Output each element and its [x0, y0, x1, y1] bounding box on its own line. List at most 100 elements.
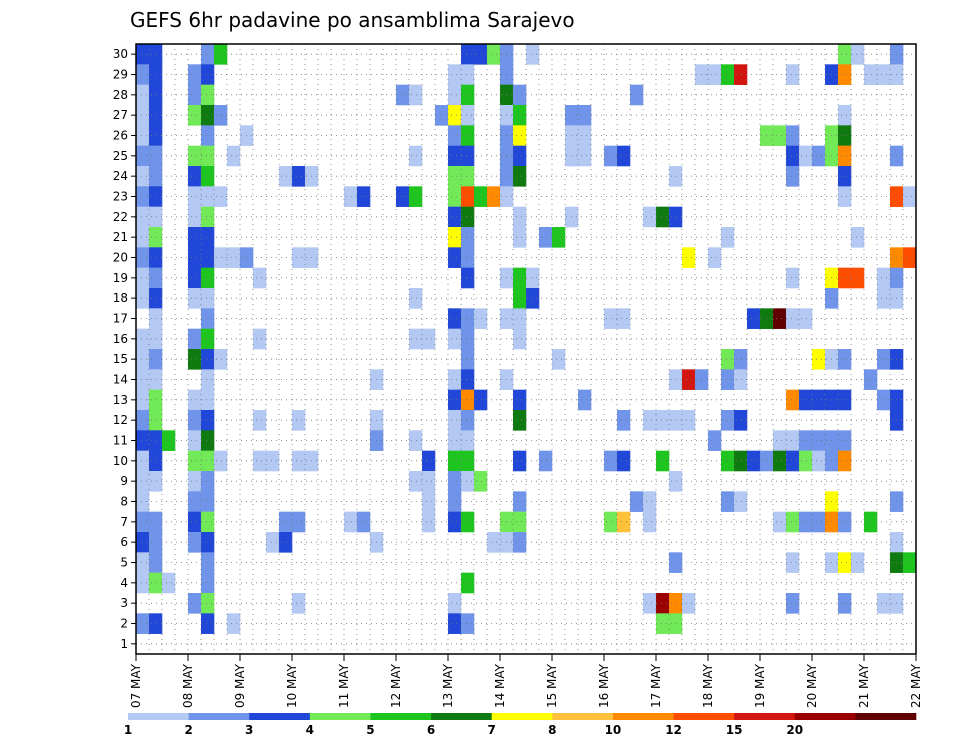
heatmap-cell [136, 288, 150, 309]
heatmap-cell [812, 450, 826, 472]
colorbar-label: 2 [184, 723, 192, 737]
plot-frame [135, 43, 917, 655]
heatmap-cell [136, 389, 150, 411]
colorbar-label: 12 [665, 723, 682, 737]
heatmap-cell [188, 511, 202, 533]
heatmap-cell [851, 267, 865, 289]
heatmap-cell [747, 308, 761, 329]
heatmap-cell [448, 450, 462, 472]
heatmap-cell [214, 247, 228, 268]
heatmap-cell [474, 471, 488, 492]
heatmap-cell [604, 145, 618, 167]
heatmap-cell [643, 593, 657, 614]
heatmap-cell [461, 64, 475, 85]
heatmap-cell [578, 125, 592, 146]
heatmap-cell [292, 166, 306, 187]
heatmap-cell [812, 389, 826, 411]
heatmap-cell [214, 105, 228, 126]
heatmap-cell [838, 389, 852, 411]
heatmap-cell [448, 471, 462, 492]
heatmap-cell [513, 145, 527, 167]
heatmap-cell [136, 613, 150, 634]
heatmap-cell [136, 267, 150, 289]
x-tick-label: 07 MAY [129, 663, 143, 708]
colorbar-segment [734, 713, 796, 720]
heatmap-cell [773, 430, 787, 451]
colorbar-segment [249, 713, 311, 720]
heatmap-cell [877, 349, 891, 370]
y-tick-label: 13 [113, 393, 128, 407]
heatmap-cell [136, 430, 150, 451]
heatmap-cell [136, 328, 150, 350]
heatmap-cell [162, 430, 176, 451]
heatmap-cell [747, 450, 761, 472]
heatmap-cell [201, 308, 215, 329]
heatmap-cell [136, 145, 150, 167]
colorbar-segment [128, 713, 189, 720]
y-tick-label: 2 [120, 617, 128, 631]
y-tick-label: 3 [120, 596, 128, 610]
heatmap-cell [149, 410, 163, 431]
heatmap-cell [721, 227, 735, 248]
heatmap-cell [604, 308, 618, 329]
heatmap-cell [422, 511, 436, 533]
heatmap-cell [149, 247, 163, 268]
heatmap-cell [734, 410, 748, 431]
heatmap-cell [201, 369, 215, 390]
heatmap-cell [786, 308, 800, 329]
heatmap-cell [409, 471, 423, 492]
heatmap-cell [838, 552, 852, 573]
heatmap-cell [201, 349, 215, 370]
heatmap-cell [864, 64, 878, 85]
y-tick-label: 29 [113, 68, 128, 82]
heatmap-cell [513, 267, 527, 289]
heatmap-cell [188, 166, 202, 187]
heatmap-cell [149, 267, 163, 289]
heatmap-cell [461, 471, 475, 492]
heatmap-cell [201, 145, 215, 167]
heatmap-cell [149, 532, 163, 553]
heatmap-cell [786, 64, 800, 85]
x-tick-label: 12 MAY [389, 663, 403, 708]
colorbar-segment [431, 713, 492, 720]
colorbar-label: 3 [245, 723, 253, 737]
heatmap-cell [448, 613, 462, 634]
heatmap-cell [474, 389, 488, 411]
heatmap-cell [721, 410, 735, 431]
heatmap-cell [721, 349, 735, 370]
heatmap-cell [669, 369, 683, 390]
heatmap-cell [201, 430, 215, 451]
heatmap-cell [617, 511, 631, 533]
heatmap-cell [448, 145, 462, 167]
heatmap-cell [448, 84, 462, 106]
heatmap-cell [448, 593, 462, 614]
heatmap-cell [149, 206, 163, 228]
heatmap-cell [604, 450, 618, 472]
heatmap-cell [201, 471, 215, 492]
heatmap-cell [812, 430, 826, 451]
heatmap-cell [474, 44, 488, 65]
heatmap-cell [799, 145, 813, 167]
heatmap-cell [461, 572, 475, 594]
colorbar-label: 20 [786, 723, 803, 737]
heatmap-cell [838, 44, 852, 65]
heatmap-cell [461, 511, 475, 533]
y-tick-label: 14 [113, 373, 128, 387]
heatmap-cell [461, 267, 475, 289]
heatmap-cell [201, 166, 215, 187]
heatmap-cell [578, 145, 592, 167]
heatmap-cell [266, 532, 280, 553]
heatmap-cell [838, 450, 852, 472]
heatmap-cell [838, 145, 852, 167]
heatmap-cell [136, 511, 150, 533]
chart-title: GEFS 6hr padavine po ansamblima Sarajevo [130, 8, 575, 32]
heatmap-cells [136, 44, 917, 634]
heatmap-cell [188, 450, 202, 472]
heatmap-cell [448, 125, 462, 146]
heatmap-cell [786, 430, 800, 451]
heatmap-cell [253, 328, 267, 350]
heatmap-cell [708, 247, 722, 268]
heatmap-cell [461, 328, 475, 350]
heatmap-cell [513, 84, 527, 106]
